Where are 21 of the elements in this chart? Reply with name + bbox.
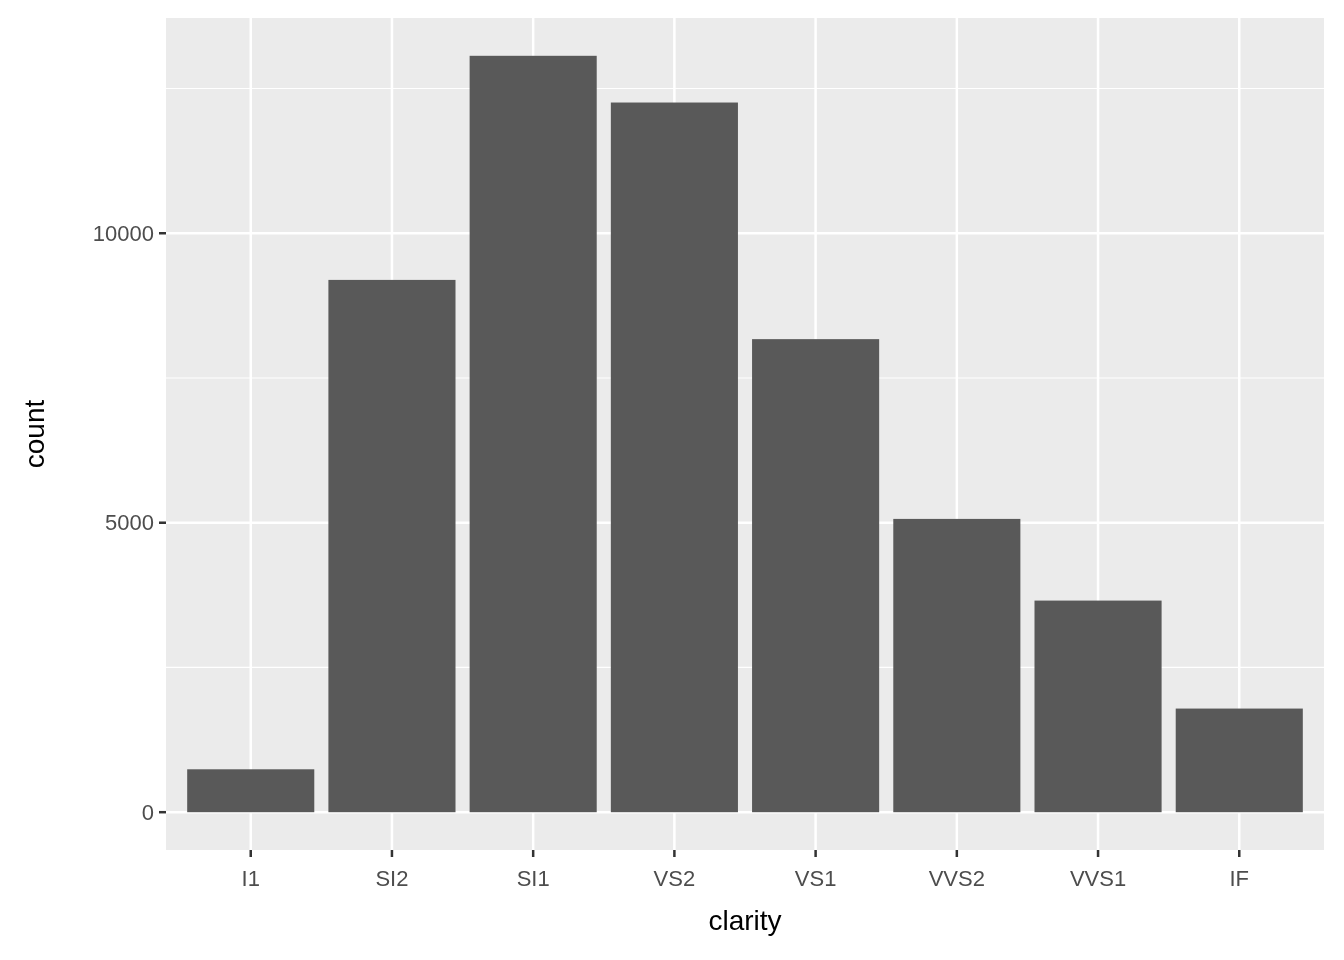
bar (1175, 708, 1303, 813)
bar (1034, 600, 1162, 813)
bar (187, 769, 315, 813)
y-tick-label: 0 (141, 799, 154, 825)
bar (610, 102, 738, 813)
bar (469, 55, 597, 813)
y-tick-label: 10000 (92, 220, 154, 246)
x-tick-label: IF (1229, 866, 1250, 891)
bar (328, 279, 456, 813)
bar (752, 339, 880, 813)
x-tick-label: SI1 (516, 866, 550, 891)
y-tick-label: 5000 (105, 510, 154, 536)
y-axis-title: count (19, 399, 50, 469)
x-axis-title: clarity (708, 905, 782, 936)
bar (893, 518, 1021, 813)
x-tick-label: SI2 (375, 866, 409, 891)
x-tick-label: VS2 (653, 866, 696, 891)
x-tick-label: VS1 (794, 866, 837, 891)
x-tick-label: VVS2 (928, 866, 985, 891)
x-tick-label: I1 (241, 866, 260, 891)
x-tick-label: VVS1 (1069, 866, 1127, 891)
